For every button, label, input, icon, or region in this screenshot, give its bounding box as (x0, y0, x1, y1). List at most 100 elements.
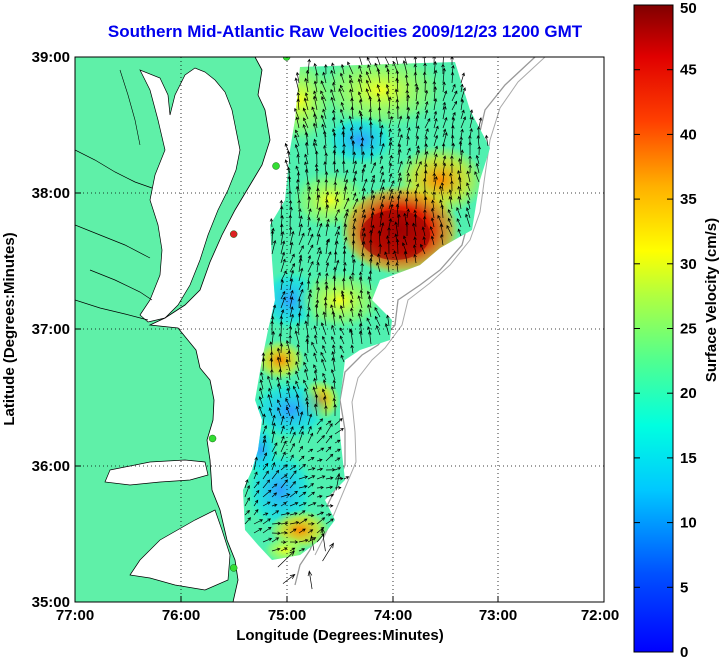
velocity-arrow (343, 197, 350, 210)
velocity-arrow (262, 489, 272, 498)
velocity-arrow (306, 334, 310, 345)
velocity-arrow (405, 89, 409, 102)
velocity-arrow (352, 177, 357, 192)
velocity-arrow (415, 125, 420, 138)
velocity-arrow (262, 512, 269, 516)
velocity-arrow (278, 332, 283, 345)
velocity-arrow (262, 413, 266, 426)
velocity-arrow (424, 89, 429, 102)
velocity-arrow (280, 279, 284, 291)
velocity-arrow (414, 82, 418, 93)
velocity-arrow (322, 335, 327, 345)
velocity-arrow (446, 225, 453, 237)
velocity-arrow (313, 403, 318, 417)
velocity-arrow (320, 527, 326, 552)
velocity-arrow (325, 435, 333, 444)
velocity-arrow (298, 475, 309, 480)
velocity-arrow (280, 240, 286, 255)
velocity-arrow (332, 109, 336, 120)
velocity-arrow (379, 171, 385, 183)
velocity-arrow (459, 136, 463, 147)
velocity-arrow (397, 127, 402, 138)
velocity-arrow (334, 428, 344, 435)
velocity-arrow (278, 368, 283, 381)
velocity-arrow (350, 106, 354, 120)
velocity-arrow (298, 254, 303, 264)
velocity-arrow (324, 405, 328, 417)
velocity-arrow (296, 171, 301, 183)
velocity-arrow (352, 258, 356, 273)
velocity-arrow (361, 168, 366, 183)
ytick-label: 36:00 (32, 458, 70, 475)
velocity-arrow (405, 221, 409, 237)
velocity-arrow (307, 513, 315, 518)
velocity-arrow (271, 304, 277, 318)
velocity-arrow (295, 380, 300, 390)
velocity-arrow (280, 270, 287, 282)
velocity-arrow (280, 440, 287, 453)
velocity-arrow (333, 403, 337, 417)
velocity-arrow (312, 122, 318, 138)
velocity-arrow (244, 484, 251, 498)
velocity-arrow (424, 118, 431, 129)
velocity-arrow (387, 240, 391, 255)
velocity-arrow (316, 435, 325, 444)
velocity-arrow (296, 343, 300, 354)
velocity-arrow (351, 140, 356, 156)
velocity-arrow (394, 57, 399, 66)
velocity-arrow (375, 324, 381, 336)
velocity-arrow (271, 483, 278, 489)
velocity-arrow (307, 196, 312, 210)
velocity-arrow (369, 121, 373, 138)
velocity-arrow (324, 152, 328, 165)
velocity-arrow (394, 88, 399, 102)
velocity-arrow (298, 223, 303, 237)
xtick-label: 77:00 (56, 607, 94, 624)
velocity-arrow (289, 263, 295, 273)
colorbar-tick-label: 45 (680, 62, 697, 79)
velocity-arrow (271, 450, 277, 462)
velocity-arrow (334, 418, 343, 426)
velocity-arrow (267, 394, 273, 408)
velocity-arrow (413, 244, 417, 255)
velocity-arrow (303, 361, 309, 372)
velocity-arrow (298, 411, 304, 426)
velocity-arrow (339, 335, 345, 345)
velocity-arrow (374, 307, 381, 318)
velocity-arrow (320, 96, 327, 111)
velocity-arrow (397, 115, 403, 129)
velocity-arrow (288, 226, 293, 237)
velocity-arrow (450, 57, 454, 66)
velocity-arrow (270, 230, 275, 246)
velocity-arrow (305, 69, 310, 84)
velocity-arrow (271, 492, 278, 498)
velocity-arrow (451, 90, 458, 102)
velocity-arrow (307, 272, 312, 282)
velocity-arrow (332, 81, 336, 93)
velocity-arrow (253, 499, 259, 507)
velocity-arrow (414, 172, 419, 183)
velocity-arrow (307, 216, 311, 228)
velocity-arrow (406, 127, 411, 138)
velocity-arrow (324, 63, 328, 75)
velocity-arrow (342, 143, 346, 156)
velocity-arrow (253, 481, 260, 489)
velocity-arrow (442, 128, 447, 138)
velocity-arrow (439, 185, 444, 201)
velocity-arrow (322, 372, 327, 381)
velocity-arrow (331, 324, 336, 336)
velocity-arrow (288, 199, 293, 210)
velocity-arrow (298, 257, 303, 273)
velocity-arrow (340, 101, 345, 111)
velocity-arrow (316, 426, 322, 435)
velocity-arrow (271, 521, 282, 526)
velocity-arrow (341, 125, 346, 138)
velocity-arrow (307, 425, 312, 435)
velocity-arrow (368, 270, 373, 282)
velocity-arrow (413, 253, 417, 264)
velocity-arrow (341, 293, 345, 309)
velocity-arrow (269, 357, 274, 372)
velocity-arrow (357, 312, 363, 327)
velocity-arrow (466, 182, 471, 192)
velocity-arrow (342, 245, 347, 255)
